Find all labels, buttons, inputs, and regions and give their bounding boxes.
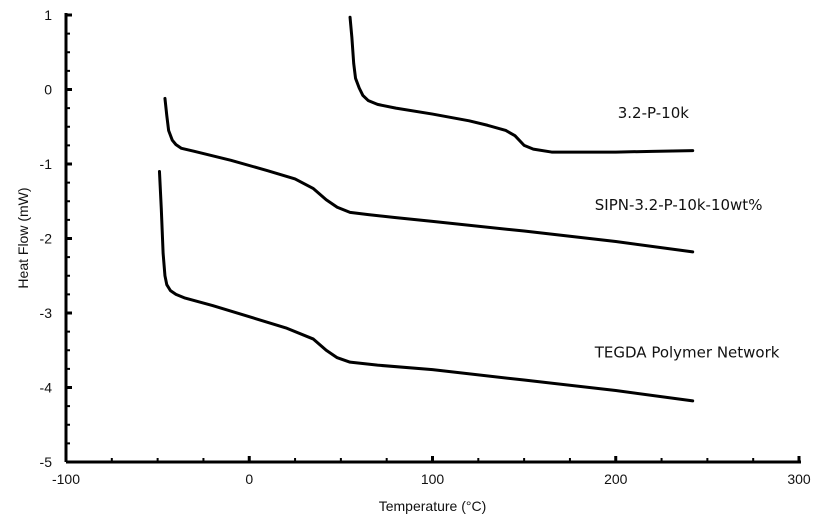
series-curve-3	[157, 169, 695, 403]
y-axis-title: Heat Flow (mW)	[15, 187, 31, 288]
series-label-2: SIPN-3.2-P-10k-10wt%	[595, 196, 763, 214]
chart-curves	[157, 15, 695, 403]
series-label-3: TEGDA Polymer Network	[594, 344, 780, 362]
x-axis-title: Temperature (°C)	[379, 498, 487, 514]
x-tick-label: 100	[421, 471, 445, 487]
x-tick-label: -100	[52, 471, 80, 487]
y-tick-label: -2	[40, 231, 53, 247]
y-tick-label: -3	[40, 305, 53, 321]
chart-series-labels: 3.2-P-10k SIPN-3.2-P-10k-10wt% TEGDA Polym…	[594, 104, 780, 362]
series-curve-1	[348, 15, 695, 154]
series-label-1: 3.2-P-10k	[618, 104, 689, 122]
x-tick-label: 0	[245, 471, 253, 487]
y-tick-label: 1	[44, 7, 52, 23]
series-curve-2	[163, 96, 695, 254]
x-tick-label: 200	[604, 471, 628, 487]
x-tick-label: 300	[787, 471, 811, 487]
y-tick-label: 0	[44, 82, 52, 98]
chart-axes: 1 0 -1 -2 -3 -4 -5-100 0 100 200 300	[40, 7, 811, 487]
y-tick-label: -4	[40, 380, 53, 396]
y-tick-label: -5	[40, 454, 53, 470]
y-tick-label: -1	[40, 156, 53, 172]
